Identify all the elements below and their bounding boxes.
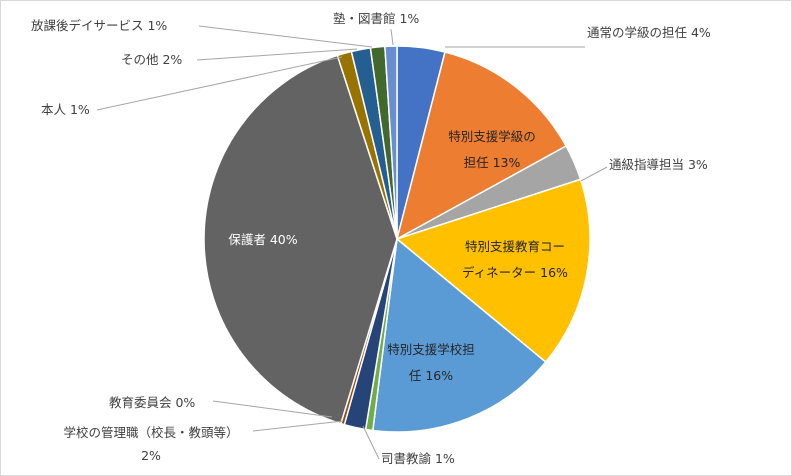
slice-label-0: 通常の学級の担任 4% <box>587 25 711 40</box>
leader-line-10 <box>196 48 358 61</box>
slice-label-9: 本人 1% <box>41 102 90 117</box>
leader-line-7 <box>212 400 333 418</box>
slice-label-1-line-0: 特別支援学級の <box>448 129 536 144</box>
slice-label-6-line-1: 2% <box>141 448 161 463</box>
slice-label-11: 放課後デイサービス 1% <box>31 18 167 33</box>
slice-label-4-line-1: 任 16% <box>409 368 453 383</box>
slice-label-4-line-0: 特別支援学校担 <box>387 342 475 357</box>
slice-label-5: 司書教諭 1% <box>381 451 455 466</box>
slice-label-1-line-1: 担任 13% <box>464 155 521 170</box>
leader-line-6 <box>252 420 344 432</box>
pie-slice-3 <box>395 178 591 364</box>
leader-line-2 <box>580 166 608 182</box>
pie-slice-4 <box>371 237 547 433</box>
leader-line-5 <box>362 425 380 460</box>
slice-label-7: 教育委員会 0% <box>109 395 195 410</box>
slice-label-8: 保護者 40% <box>228 232 297 247</box>
slice-label-3-line-0: 特別支援教育コー <box>465 239 565 254</box>
slice-label-6-line-0: 学校の管理職（校長・教頭等） <box>63 425 238 440</box>
pie-slice-1 <box>395 51 568 241</box>
slice-label-10: その他 2% <box>121 52 182 67</box>
slice-label-2: 通級指導担当 3% <box>609 157 708 172</box>
leader-line-9 <box>96 56 343 111</box>
pie-slice-8 <box>203 54 398 425</box>
leader-line-12 <box>390 28 394 46</box>
pie-slice-12 <box>384 45 398 240</box>
slice-label-12: 塾・図書館 1% <box>333 11 419 26</box>
slice-label-3-line-1: ディネーター 16% <box>462 265 568 280</box>
leader-line-11 <box>198 25 373 48</box>
